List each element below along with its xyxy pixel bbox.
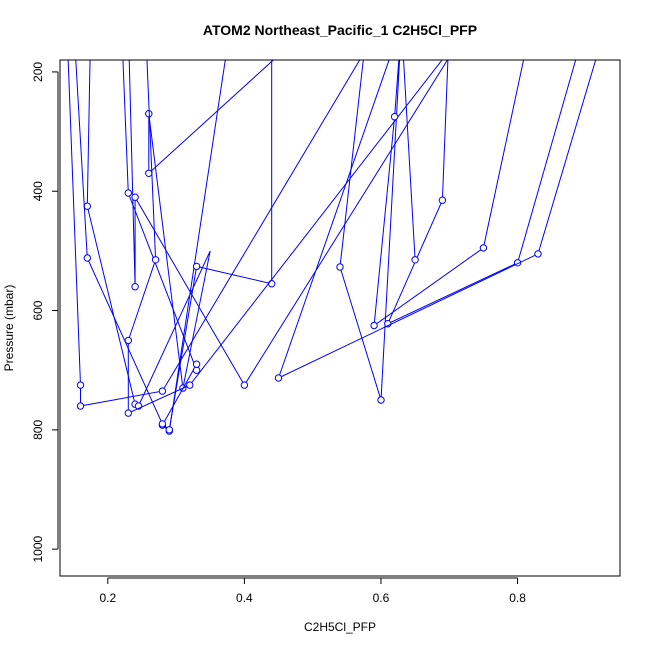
series-line-7	[339, 60, 525, 401]
x-tick-label: 0.6	[373, 591, 390, 605]
data-point	[124, 336, 133, 345]
chart-title: ATOM2 Northeast_Pacific_1 C2H5Cl_PFP	[203, 22, 477, 38]
data-point	[145, 169, 153, 178]
data-point	[83, 254, 92, 262]
data-point	[370, 321, 378, 330]
data-point	[165, 426, 174, 434]
data-point	[411, 256, 419, 264]
x-axis-label: C2H5Cl_PFP	[304, 620, 376, 634]
x-tick-label: 0.8	[509, 591, 526, 605]
y-tick-label: 600	[31, 300, 45, 320]
series-line-9	[277, 60, 597, 379]
data-point	[186, 381, 194, 389]
data-point	[131, 193, 139, 201]
data-point	[158, 387, 167, 395]
data-point	[192, 262, 201, 271]
x-tick-label: 0.2	[99, 591, 116, 605]
y-tick-label: 800	[31, 420, 45, 440]
data-layer	[67, 60, 597, 435]
data-point	[438, 196, 447, 204]
data-point	[479, 244, 488, 252]
x-tick-label: 0.4	[236, 591, 253, 605]
y-tick-label: 1000	[31, 535, 45, 562]
y-axis-label: Pressure (mbar)	[2, 285, 16, 372]
data-point	[131, 283, 139, 291]
data-point	[336, 263, 344, 271]
data-point	[274, 374, 283, 382]
data-point	[192, 366, 201, 374]
data-point	[377, 396, 385, 404]
data-point	[534, 250, 542, 258]
series-line-1	[86, 60, 275, 407]
data-point	[83, 202, 92, 210]
plot-frame	[59, 59, 621, 577]
data-point	[76, 402, 85, 410]
y-tick-label: 400	[31, 181, 45, 201]
series-line-6	[127, 60, 443, 414]
axis-layer: 0.2 0.4 0.6 0.8 200 400 600 800 1000	[31, 62, 526, 605]
data-point	[124, 189, 133, 197]
data-point	[390, 113, 399, 121]
data-point	[240, 381, 249, 389]
data-point	[192, 360, 201, 368]
data-point	[151, 256, 160, 264]
data-point	[268, 280, 276, 288]
data-point	[76, 381, 85, 389]
data-point	[158, 420, 167, 428]
data-point	[124, 409, 133, 417]
y-tick-label: 200	[31, 62, 45, 82]
